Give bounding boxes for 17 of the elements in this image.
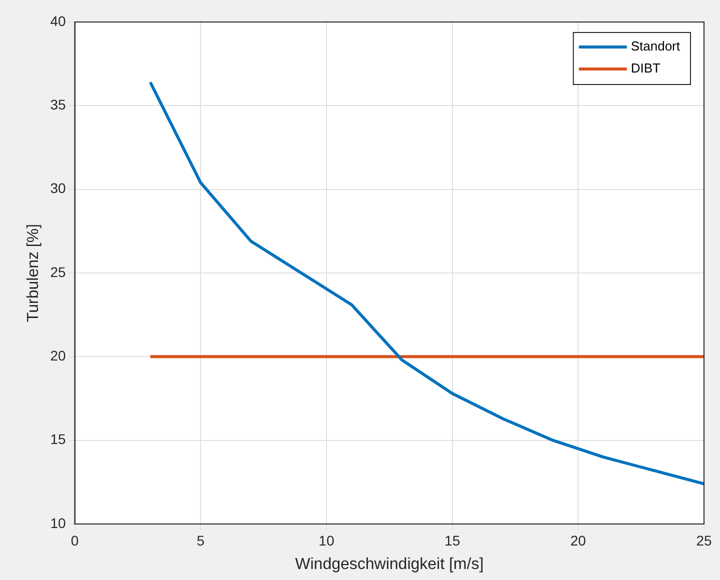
legend-label: DIBT: [630, 60, 661, 76]
x-axis-title: Windgeschwindigkeit [m/s]: [295, 556, 484, 573]
x-tick-label: 25: [696, 532, 712, 548]
y-tick-label: 40: [50, 12, 66, 29]
x-tick-label: 5: [196, 532, 205, 548]
x-tick-label: 0: [70, 532, 79, 548]
x-tick-label: 10: [318, 532, 334, 548]
y-tick-label: 10: [50, 514, 66, 531]
x-tick-label: 15: [444, 532, 460, 548]
legend-label: Standort: [630, 38, 680, 54]
y-tick-label: 25: [50, 264, 66, 280]
y-tick-label: 15: [50, 431, 66, 448]
y-tick-label: 30: [50, 180, 66, 196]
y-axis-title: Turbulenz [%]: [25, 224, 42, 322]
x-tick-label: 20: [570, 532, 586, 548]
y-tick-label: 35: [50, 96, 66, 113]
y-tick-label: 20: [50, 348, 66, 364]
